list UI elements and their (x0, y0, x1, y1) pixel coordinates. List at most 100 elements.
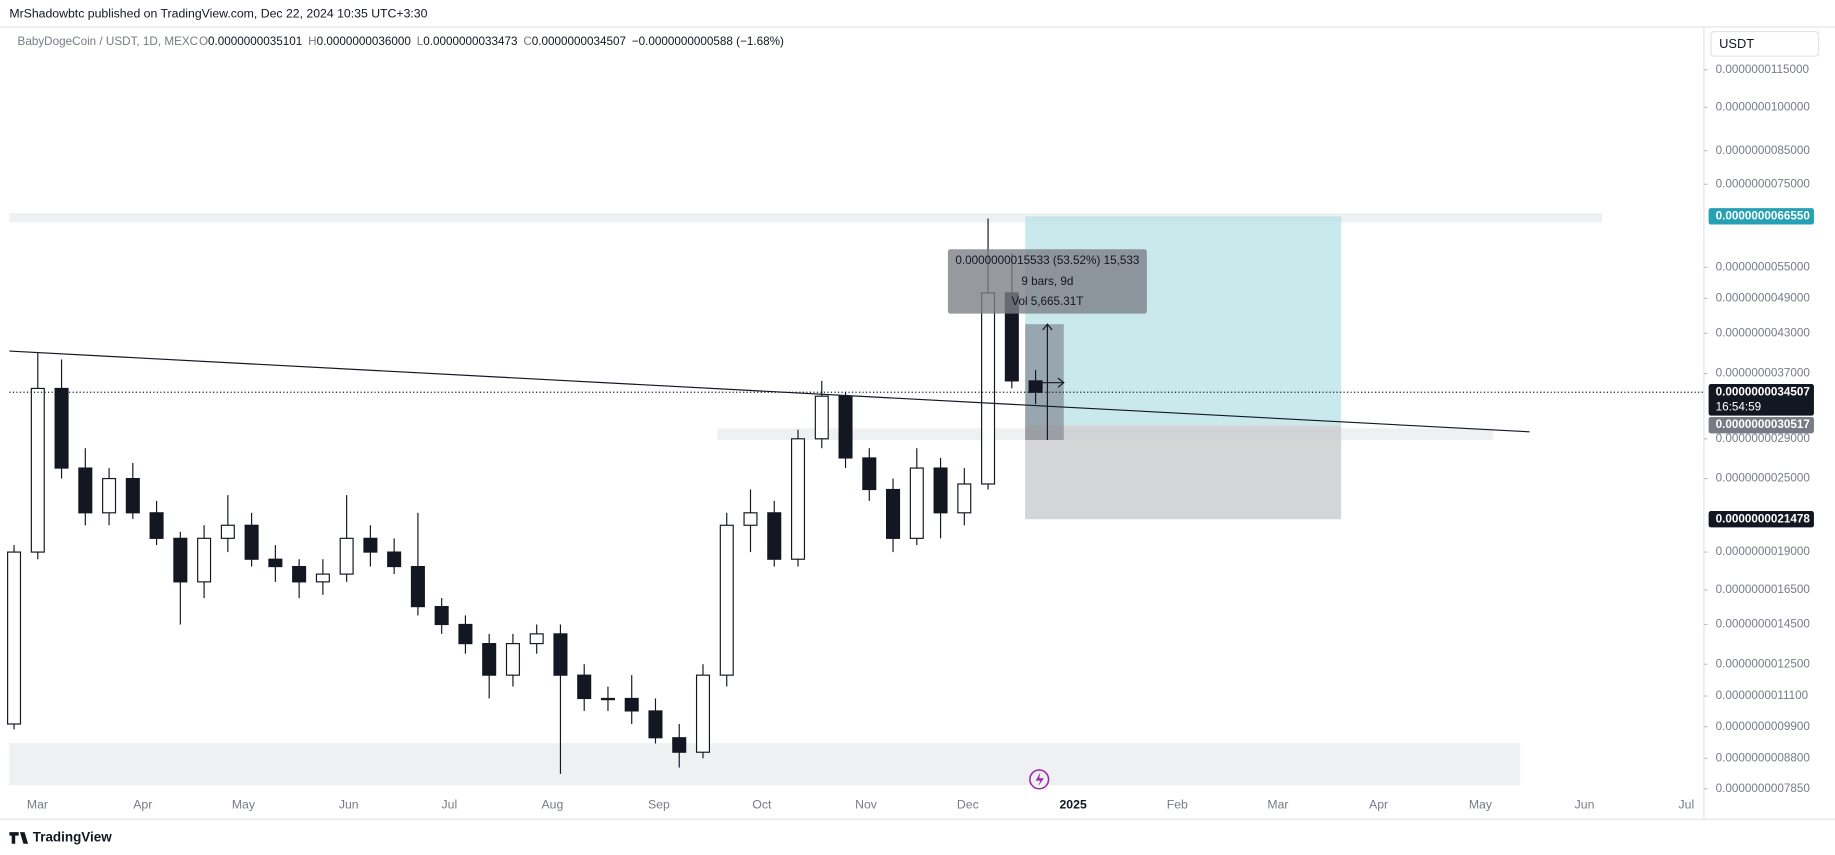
y-tick-label: 0.0000000100000 (1716, 100, 1811, 113)
y-tick-label: 0.0000000029000 (1716, 432, 1811, 445)
y-tick-label: 0.0000000025000 (1716, 472, 1811, 485)
candle-body (909, 467, 924, 539)
candle-body (814, 395, 829, 440)
ohlc-key: O (199, 35, 208, 48)
x-tick-label: Jun (339, 797, 359, 811)
candle-body (410, 565, 425, 608)
logo (9, 832, 29, 844)
candle-body (220, 524, 235, 539)
stop-zone (1025, 425, 1342, 520)
event-bolt (1035, 772, 1044, 787)
measure-tooltip (947, 249, 1147, 314)
candle-body (149, 512, 164, 539)
candle-body (363, 537, 378, 553)
candle-body (577, 674, 592, 700)
x-tick-label: Apr (1369, 797, 1388, 811)
candle-body (125, 477, 140, 514)
x-tick-label: Jul (1679, 797, 1695, 811)
ohlc-legend: O0.0000000035101 H0.0000000036000 L0.00000… (199, 35, 784, 48)
price-badge-label: 0.0000000066550 (1716, 209, 1811, 222)
y-tick-label: 0.0000000012500 (1716, 657, 1811, 670)
currency-button[interactable] (1710, 31, 1820, 57)
price-badge (1708, 416, 1814, 434)
candle-body (600, 697, 615, 701)
candle-body (767, 512, 782, 560)
candle-body (268, 558, 283, 568)
price-badge-label: 0.0000000030517 (1716, 418, 1810, 431)
price-badge (1708, 384, 1814, 416)
candle-body (434, 606, 449, 626)
candle-body (862, 457, 877, 491)
candle-body (482, 643, 497, 676)
tooltip-line: 0.0000000015533 (53.52%) 15,533 (955, 254, 1139, 267)
x-tick-label: Sep (648, 797, 670, 811)
candle-body (886, 488, 901, 539)
candle-body (553, 633, 568, 676)
ohlc-value: 0.0000000035101 (208, 35, 302, 48)
candle-body (838, 395, 853, 459)
y-tick-label: 0.0000000014500 (1716, 618, 1811, 631)
tooltip-line: Vol 5,665.31T (1011, 295, 1083, 308)
candle-body (719, 524, 734, 676)
candle-body (30, 387, 45, 553)
x-tick-label: Mar (27, 797, 48, 811)
price-badge (1708, 511, 1814, 528)
candle-body (981, 292, 996, 485)
x-tick-label: Apr (133, 797, 152, 811)
candle-body (648, 710, 663, 739)
candle-body (197, 537, 212, 583)
candle-body (458, 623, 473, 645)
x-tick-label: Dec (957, 797, 979, 811)
price-badge-label: 0.0000000021478 (1716, 512, 1811, 525)
x-tick-label: Jun (1575, 797, 1595, 811)
brand: TradingView (33, 829, 112, 844)
trend-line (9, 350, 1530, 433)
candle-body (387, 551, 402, 568)
x-tick-label: 2025 (1059, 797, 1086, 811)
candle-body (933, 467, 948, 514)
x-tick-label: Aug (541, 797, 563, 811)
candles (7, 218, 1704, 774)
candle-body (244, 524, 259, 560)
ohlc-key: L (417, 35, 424, 48)
candle-body (1028, 380, 1043, 393)
y-tick-label: 0.0000000049000 (1716, 291, 1811, 304)
ohlc-value: 0.0000000036000 (317, 35, 412, 48)
price-badge-label: 0.0000000034507 (1716, 385, 1810, 398)
y-tick-label: 0.0000000009900 (1716, 720, 1811, 733)
y-tick-label: 0.0000000016500 (1716, 583, 1811, 596)
x-tick-label: May (232, 797, 256, 811)
y-tick-label: 0.0000000085000 (1716, 144, 1811, 157)
y-tick-label: 0.0000000055000 (1716, 260, 1811, 273)
y-tick-label: 0.0000000007850 (1716, 782, 1811, 795)
candle-body (54, 387, 69, 469)
ohlc-value: 0.0000000033473 (423, 35, 517, 48)
candle-body (790, 438, 806, 560)
symbol: BabyDogeCoin / USDT, 1D, MEXC (18, 35, 199, 48)
event-icon[interactable] (1029, 769, 1050, 790)
candle-body (339, 537, 354, 575)
x-tick-label: Nov (855, 797, 878, 811)
candle-body (672, 737, 687, 753)
publisher: MrShadowbtc published on TradingView.com… (9, 6, 427, 20)
y-tick-label: 0.0000000008800 (1716, 751, 1811, 764)
x-tick-label: Jul (442, 797, 458, 811)
candle-body (957, 483, 972, 514)
candle-body (315, 573, 330, 583)
currency-label[interactable]: USDT (1719, 36, 1754, 51)
candle-body (173, 537, 188, 583)
y-tick-label: 0.0000000011100 (1716, 689, 1809, 702)
candle-body (7, 551, 22, 725)
ohlc-value: 0.0000000034507 (532, 35, 626, 48)
candle-body (505, 643, 520, 676)
y-tick-label: 0.0000000043000 (1716, 326, 1811, 339)
ohlc-change: −0.0000000000588 (−1.68%) (632, 35, 784, 48)
price-badge (1708, 208, 1814, 225)
candle-body (292, 565, 307, 583)
countdown: 16:54:59 (1716, 401, 1762, 414)
x-tick-label: Mar (1267, 797, 1288, 811)
ohlc-key: C (523, 35, 531, 48)
position-tool (1025, 216, 1342, 520)
